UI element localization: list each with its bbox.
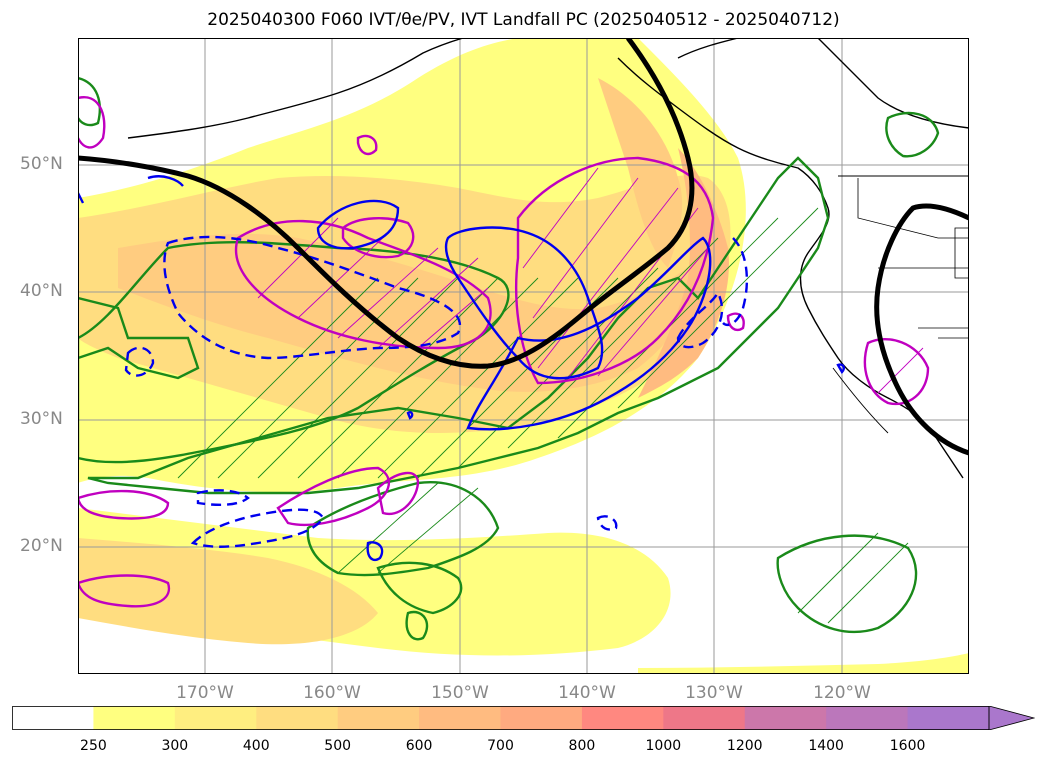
colorbar-tick-label: 1400 <box>808 738 844 754</box>
lon-label-170w: 170°W <box>176 683 234 703</box>
colorbar-tick-label: 600 <box>405 738 433 754</box>
colorbar-segment <box>93 706 176 730</box>
blue-dashed-contours <box>124 235 749 548</box>
lat-label-50n: 50°N <box>20 154 63 174</box>
lon-label-120w: 120°W <box>813 683 871 703</box>
lat-label-40n: 40°N <box>20 281 63 301</box>
colorbar-tick-label: 700 <box>487 738 514 754</box>
colorbar-segment <box>174 706 257 730</box>
lon-label-150w: 150°W <box>431 683 489 703</box>
green-hatch-lines <box>177 207 909 624</box>
lat-label-30n: 30°N <box>20 409 63 429</box>
magenta-contours <box>78 96 930 608</box>
coastlines <box>127 38 969 479</box>
colorbar-segment <box>256 706 339 730</box>
theta-e-contour <box>78 38 969 456</box>
lat-label-20n: 20°N <box>20 536 63 556</box>
lon-label-140w: 140°W <box>558 683 616 703</box>
colorbar-tick-label: 1600 <box>889 738 926 754</box>
colorbar-tick-label: 300 <box>161 738 189 754</box>
colorbar-tick-label: 250 <box>80 738 107 754</box>
colorbar-extend-arrow <box>988 706 1035 730</box>
colorbar-segment <box>500 706 583 730</box>
colorbar-segment <box>907 706 990 730</box>
colorbar-segment <box>744 706 827 730</box>
colorbar-tick-label: 800 <box>568 738 596 754</box>
colorbar-tick-label: 500 <box>324 738 352 754</box>
colorbar-segment <box>337 706 420 730</box>
colorbar-tick-label: 1200 <box>726 738 763 754</box>
colorbar-segment <box>12 706 94 730</box>
colorbar-segment <box>826 706 909 730</box>
colorbar-tick-label: 1000 <box>645 738 682 754</box>
colorbar-outline <box>12 706 990 730</box>
colorbar-segment <box>419 706 501 730</box>
blue-contours <box>78 175 846 562</box>
map-canvas <box>78 38 969 674</box>
colorbar-segment <box>663 706 746 730</box>
lon-label-130w: 130°W <box>685 683 743 703</box>
map-title: 2025040300 F060 IVT/θe/PV, IVT Landfall … <box>207 10 840 30</box>
lon-label-160w: 160°W <box>303 683 361 703</box>
graticule <box>78 38 969 674</box>
map-panel[interactable] <box>78 38 969 674</box>
colorbar-tick-label: 400 <box>242 738 270 754</box>
ivt-colorbar <box>12 706 1035 730</box>
colorbar-segment <box>581 706 664 730</box>
